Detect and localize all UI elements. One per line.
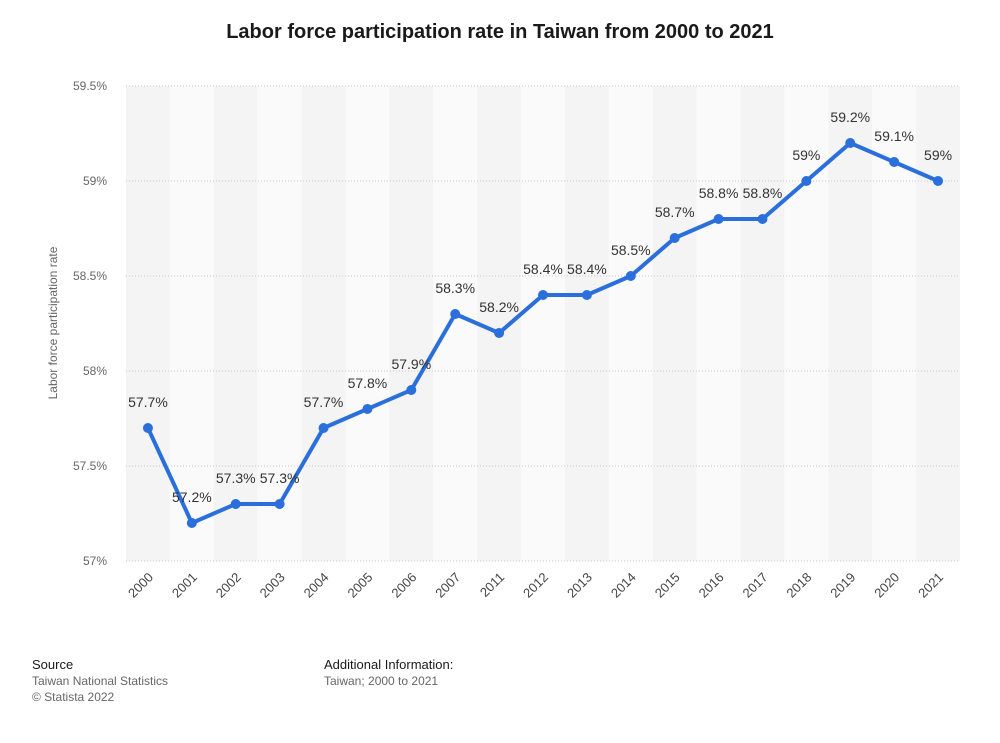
x-tick-label: 2005: [344, 570, 375, 601]
data-point: [186, 518, 197, 528]
x-tick-label: 2004: [301, 570, 332, 601]
data-point: [538, 290, 548, 300]
data-label: 59.2%: [830, 109, 870, 125]
additional-info-block: Additional Information: Taiwan; 2000 to …: [324, 657, 453, 689]
data-point: [142, 423, 153, 433]
x-tick-label: 2001: [169, 570, 200, 601]
plot-band: [345, 86, 390, 561]
data-label: 57.3%: [216, 470, 256, 486]
plot-band: [828, 86, 873, 561]
x-tick-label: 2018: [783, 570, 814, 601]
x-tick-label: 2011: [477, 570, 507, 600]
additional-info-heading: Additional Information:: [324, 657, 454, 672]
source-name: Taiwan National Statistics: [32, 674, 169, 688]
data-label: 58.7%: [655, 204, 695, 220]
x-tick-label: 2003: [257, 570, 288, 601]
plot-band: [652, 86, 697, 561]
data-label: 58.8%: [699, 185, 739, 201]
data-point: [713, 214, 724, 224]
data-point: [494, 328, 505, 338]
plot-band: [740, 86, 785, 561]
data-label: 57.2%: [172, 489, 212, 505]
data-point: [845, 138, 856, 148]
x-tick-label: 2002: [213, 570, 244, 601]
data-point: [889, 157, 900, 167]
plot-band: [213, 86, 258, 561]
data-point: [450, 309, 461, 319]
y-axis-label: Labor force participation rate: [46, 246, 60, 400]
source-block: Source Taiwan National Statistics © Stat…: [32, 657, 168, 705]
data-point: [669, 233, 680, 243]
plot-band: [916, 86, 960, 561]
x-tick-label: 2007: [432, 570, 463, 601]
data-label: 58.8%: [743, 185, 783, 201]
plot-band: [564, 86, 609, 561]
x-tick-label: 2016: [696, 570, 727, 601]
data-point: [274, 499, 285, 509]
x-tick-label: 2019: [827, 570, 858, 601]
x-tick-label: 2014: [608, 570, 639, 601]
plot-band: [126, 86, 170, 561]
y-tick-label: 58%: [83, 364, 107, 378]
data-label: 57.7%: [128, 394, 168, 410]
x-tick-label: 2015: [652, 570, 683, 601]
x-tick-label: 2006: [388, 570, 419, 601]
data-point: [757, 214, 768, 224]
data-point: [362, 404, 373, 414]
plot-band: [433, 86, 478, 561]
data-point: [581, 290, 592, 300]
data-label: 59%: [792, 147, 820, 163]
copyright: © Statista 2022: [32, 690, 115, 704]
plot-band: [169, 86, 214, 561]
x-tick-label: 2000: [125, 570, 156, 601]
data-point: [625, 271, 636, 281]
plot-band: [521, 86, 565, 561]
data-point: [230, 499, 241, 509]
y-tick-label: 59%: [83, 174, 107, 188]
plot-band: [784, 86, 829, 561]
additional-info-text: Taiwan; 2000 to 2021: [324, 674, 439, 688]
y-tick-label: 59.5%: [73, 79, 107, 93]
y-tick-label: 57%: [83, 554, 107, 568]
x-tick-label: 2021: [915, 570, 946, 601]
data-label: 57.3%: [260, 470, 300, 486]
x-tick-label: 2020: [871, 570, 902, 601]
data-point: [318, 423, 329, 433]
data-label: 58.2%: [479, 299, 519, 315]
data-label: 58.5%: [611, 242, 651, 258]
y-tick-label: 57.5%: [73, 459, 107, 473]
data-label: 58.4%: [567, 261, 607, 277]
plot-band: [301, 86, 346, 561]
plot-band: [389, 86, 434, 561]
data-point: [406, 385, 417, 395]
chart-title: Labor force participation rate in Taiwan…: [226, 21, 774, 43]
x-tick-label: 2013: [564, 570, 595, 601]
data-label: 57.7%: [304, 394, 344, 410]
y-tick-label: 58.5%: [73, 269, 107, 283]
plot-band: [257, 86, 302, 561]
data-label: 59.1%: [874, 128, 914, 144]
data-label: 58.3%: [435, 280, 475, 296]
plot-band: [608, 86, 653, 561]
x-tick-label: 2017: [740, 570, 771, 601]
data-label: 58.4%: [523, 261, 563, 277]
plot-band: [696, 86, 741, 561]
data-label: 59%: [924, 147, 952, 163]
data-point: [801, 176, 812, 186]
source-heading: Source: [32, 657, 74, 672]
plot-band: [477, 86, 522, 561]
data-label: 57.9%: [391, 356, 431, 372]
data-label: 57.8%: [348, 375, 388, 391]
x-tick-label: 2012: [520, 570, 551, 601]
data-point: [933, 176, 944, 186]
